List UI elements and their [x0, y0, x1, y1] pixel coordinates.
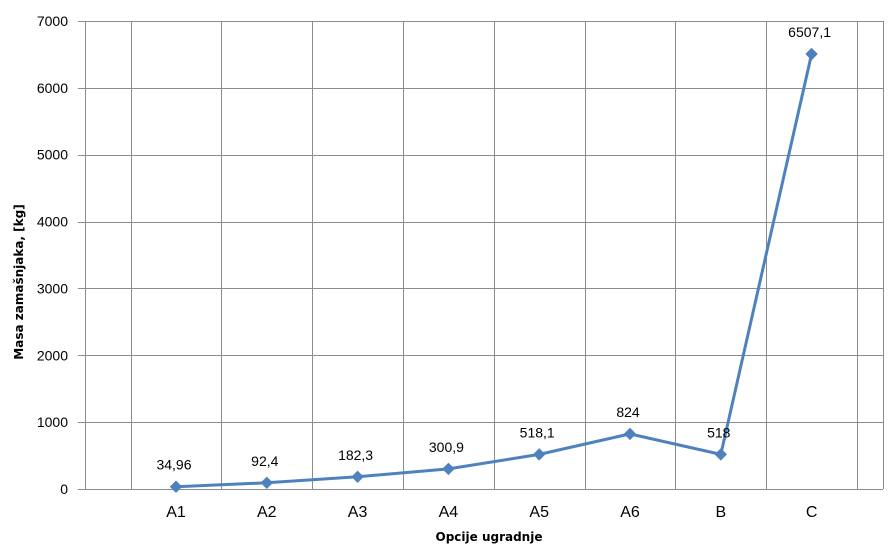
y-tick-labels: 0 1000 2000 3000 4000 5000 6000 7000 — [37, 13, 68, 497]
x-tick-label: A5 — [529, 504, 549, 521]
x-tick-label: B — [715, 504, 726, 521]
data-point — [532, 448, 546, 461]
data-labels: 34,96 92,4 182,3 300,9 518,1 824 518 6507,1 — [156, 24, 831, 473]
y-tick-label: 5000 — [37, 147, 68, 163]
x-axis-title: Opcije ugradnje — [436, 530, 543, 544]
data-label: 300,9 — [429, 439, 464, 455]
data-label: 824 — [616, 404, 640, 420]
data-point — [351, 470, 364, 484]
y-tick-label: 6000 — [37, 80, 68, 96]
data-point — [169, 480, 183, 493]
y-tick-label: 3000 — [37, 280, 68, 296]
data-label: 518,1 — [520, 424, 555, 440]
grid — [85, 21, 884, 489]
data-point — [714, 448, 728, 461]
x-tick-label: A1 — [166, 504, 186, 521]
y-axis-title: Masa zamašnjaka, [kg] — [12, 204, 26, 359]
y-tick-label: 4000 — [37, 214, 68, 230]
data-label: 6507,1 — [788, 24, 831, 40]
x-tick-label: A3 — [348, 504, 368, 521]
series — [169, 47, 818, 493]
data-label: 34,96 — [156, 457, 191, 473]
x-tick-label: A6 — [620, 504, 640, 521]
data-label: 92,4 — [251, 453, 278, 469]
data-label: 518 — [707, 424, 731, 440]
x-tick-label: A2 — [257, 504, 277, 521]
data-point — [805, 47, 818, 61]
y-tick-label: 0 — [60, 481, 68, 497]
y-tick-label: 1000 — [37, 414, 68, 430]
data-label: 182,3 — [338, 447, 373, 463]
series-line — [174, 52, 814, 489]
axes — [78, 21, 883, 490]
data-point — [442, 462, 455, 476]
data-point — [260, 476, 274, 490]
x-tick-labels: A1 A2 A3 A4 A5 A6 B C — [166, 504, 817, 521]
x-tick-label: A4 — [439, 504, 459, 521]
y-tick-label: 7000 — [37, 13, 68, 29]
y-tick-label: 2000 — [37, 347, 68, 363]
data-point — [623, 427, 637, 441]
x-tick-label: C — [806, 504, 818, 521]
